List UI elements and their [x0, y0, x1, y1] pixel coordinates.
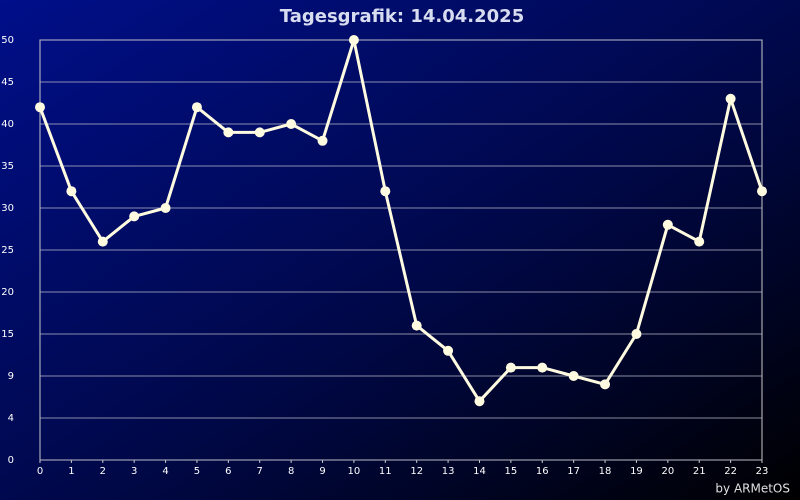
data-point	[411, 320, 422, 331]
data-point	[254, 127, 265, 138]
y-tick-label: 0	[8, 455, 14, 466]
x-tick-label: 23	[756, 466, 769, 477]
x-tick-label: 14	[473, 466, 486, 477]
y-tick-label: 40	[1, 119, 14, 130]
x-tick-label: 12	[410, 466, 423, 477]
y-tick-label: 30	[1, 203, 14, 214]
y-tick-label: 25	[1, 245, 14, 256]
series-line	[38, 38, 764, 403]
data-point	[191, 102, 202, 113]
data-point	[380, 186, 391, 197]
x-tick-label: 15	[505, 466, 518, 477]
x-tick-label: 16	[536, 466, 549, 477]
data-point	[537, 362, 548, 373]
data-point	[757, 186, 767, 197]
data-point	[662, 219, 673, 230]
data-point	[600, 379, 611, 390]
data-point	[97, 236, 108, 247]
data-point	[160, 203, 171, 213]
chart-title: Tagesgrafik: 14.04.2025	[280, 6, 524, 27]
x-tick-label: 0	[37, 466, 43, 477]
x-tick-label: 5	[194, 466, 200, 477]
x-tick-label: 2	[100, 466, 106, 477]
data-point	[348, 35, 359, 45]
x-tick-label: 10	[348, 466, 361, 477]
y-tick-label: 4	[8, 413, 14, 424]
data-point	[66, 186, 77, 197]
x-tick-label: 7	[257, 466, 263, 477]
data-point	[694, 236, 705, 247]
y-tick-label: 15	[1, 329, 14, 340]
x-tick-label: 17	[567, 466, 580, 477]
credit: by ARMetOS	[715, 482, 790, 496]
data-point	[129, 211, 140, 222]
y-tick-label: 20	[1, 287, 14, 298]
x-tick-label: 6	[225, 466, 231, 477]
data-point	[443, 345, 454, 356]
data-point	[286, 119, 297, 129]
x-tick-label: 3	[131, 466, 137, 477]
x-tick-label: 8	[288, 466, 294, 477]
x-tick-label: 13	[442, 466, 455, 477]
data-point	[474, 396, 485, 407]
data-point	[725, 93, 736, 104]
data-point	[505, 362, 516, 373]
x-tick-label: 9	[319, 466, 325, 477]
y-tick-label: 50	[1, 35, 14, 46]
x-tick-label: 4	[162, 466, 168, 477]
data-point	[631, 329, 642, 339]
data-point	[223, 127, 234, 138]
x-tick-label: 11	[379, 466, 392, 477]
data-point	[35, 102, 45, 113]
data-point	[317, 135, 328, 146]
x-tick-label: 22	[724, 466, 737, 477]
x-tick-label: 19	[630, 466, 643, 477]
x-tick-label: 1	[68, 466, 74, 477]
y-tick-label: 9	[8, 371, 14, 382]
x-tick-label: 21	[693, 466, 706, 477]
x-tick-label: 18	[599, 466, 612, 477]
x-tick-label: 20	[661, 466, 674, 477]
data-point	[568, 371, 579, 381]
y-tick-label: 45	[1, 77, 14, 88]
y-tick-label: 35	[1, 161, 14, 172]
